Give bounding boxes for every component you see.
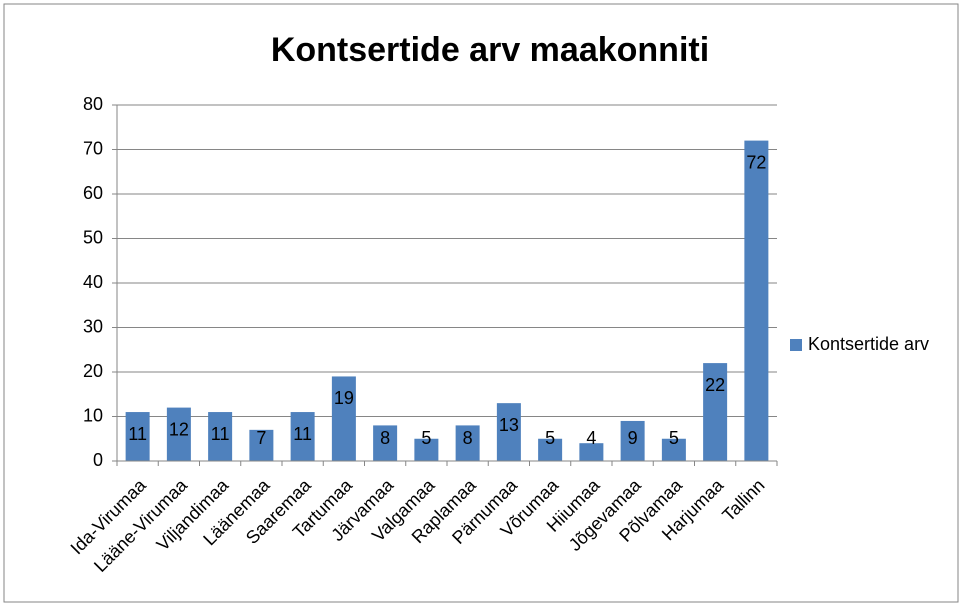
data-label: 9 <box>628 428 638 448</box>
legend-label: Kontsertide arv <box>808 334 929 354</box>
data-label: 4 <box>586 428 596 448</box>
bar <box>703 363 728 461</box>
y-tick-label: 70 <box>83 138 103 158</box>
chart-frame <box>3 3 959 603</box>
y-tick-label: 10 <box>83 405 103 425</box>
y-tick-label: 60 <box>83 183 103 203</box>
bar <box>496 403 521 461</box>
y-tick-label: 0 <box>93 450 103 470</box>
data-label: 13 <box>499 415 519 435</box>
bar <box>744 140 769 461</box>
bar <box>290 412 315 461</box>
data-label: 8 <box>380 428 390 448</box>
data-label: 12 <box>169 419 189 439</box>
data-label: 5 <box>545 428 555 448</box>
data-label: 19 <box>334 388 354 408</box>
y-tick-label: 20 <box>83 361 103 381</box>
data-label: 8 <box>463 428 473 448</box>
data-label: 5 <box>421 428 431 448</box>
chart-title: Kontsertide arv maakonniti <box>271 31 709 69</box>
data-label: 7 <box>256 428 266 448</box>
bar <box>579 443 604 461</box>
legend-swatch <box>790 339 802 351</box>
y-tick-label: 50 <box>83 227 103 247</box>
data-label: 22 <box>705 375 725 395</box>
bar <box>125 412 150 461</box>
bar <box>166 407 191 461</box>
y-tick-label: 30 <box>83 316 103 336</box>
bar <box>620 420 645 461</box>
y-tick-label: 40 <box>83 272 103 292</box>
bar <box>331 376 356 461</box>
data-label: 11 <box>293 424 312 444</box>
bar <box>538 438 563 461</box>
data-label: 11 <box>211 424 230 444</box>
bar <box>414 438 439 461</box>
data-label: 72 <box>746 152 766 172</box>
bar <box>373 425 398 461</box>
data-label: 5 <box>669 428 679 448</box>
bar <box>208 412 233 461</box>
data-label: 11 <box>128 424 147 444</box>
bar <box>249 429 274 461</box>
y-tick-label: 80 <box>83 94 103 114</box>
bar <box>661 438 686 461</box>
bar <box>455 425 480 461</box>
